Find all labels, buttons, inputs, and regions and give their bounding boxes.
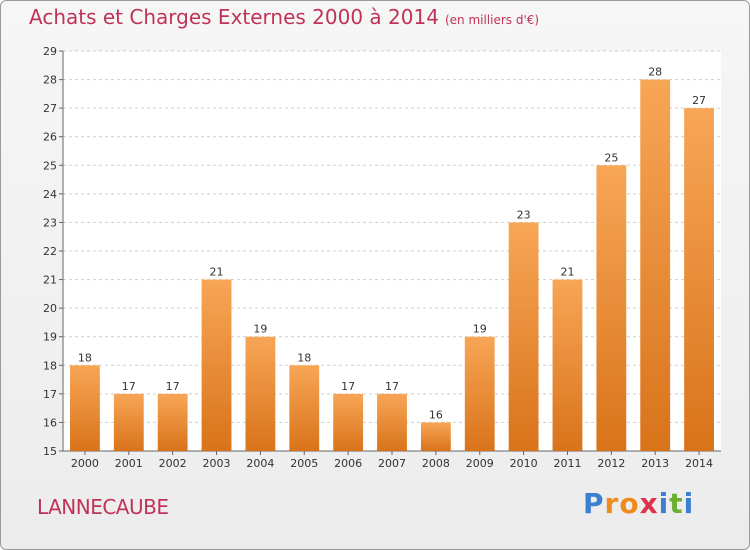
logo-letter: i xyxy=(683,487,695,520)
bar xyxy=(157,393,188,451)
bar-value-label: 21 xyxy=(210,266,224,279)
x-tick-label: 2013 xyxy=(641,457,669,470)
bar xyxy=(377,393,407,451)
proxiti-logo: Proxiti xyxy=(583,487,694,520)
bar xyxy=(245,336,276,451)
bar-value-label: 28 xyxy=(648,66,662,79)
subtitle-text: (en milliers d'€) xyxy=(444,13,540,27)
y-tick-label: 28 xyxy=(43,74,57,87)
bar xyxy=(201,279,232,451)
y-tick-label: 25 xyxy=(43,159,57,172)
y-tick-label: 16 xyxy=(43,416,57,429)
bar xyxy=(289,365,320,451)
x-tick-label: 2008 xyxy=(422,457,450,470)
bar xyxy=(552,279,583,451)
bar-value-label: 17 xyxy=(341,380,355,393)
x-tick-label: 2001 xyxy=(115,457,143,470)
commune-name: LANNECAUBE xyxy=(37,495,169,519)
bar xyxy=(420,422,451,451)
bar-value-label: 25 xyxy=(604,151,618,164)
bar-value-label: 19 xyxy=(253,323,267,336)
x-tick-label: 2009 xyxy=(466,457,494,470)
bar xyxy=(640,79,671,452)
y-tick-label: 15 xyxy=(43,445,57,458)
bar xyxy=(684,108,714,452)
bar-value-label: 21 xyxy=(560,266,574,279)
bar-value-label: 18 xyxy=(297,351,311,364)
y-tick-label: 21 xyxy=(43,274,57,287)
bar-value-label: 17 xyxy=(166,380,180,393)
bar-value-label: 17 xyxy=(122,380,136,393)
y-tick-label: 23 xyxy=(43,216,57,229)
x-tick-label: 2012 xyxy=(597,457,625,470)
x-tick-label: 2002 xyxy=(159,457,187,470)
bar-value-label: 27 xyxy=(692,94,706,107)
x-tick-label: 2000 xyxy=(71,457,99,470)
chart-title: Achats et Charges Externes 2000 à 2014 (e… xyxy=(29,5,539,29)
y-tick-label: 24 xyxy=(43,188,57,201)
bar-value-label: 17 xyxy=(385,380,399,393)
x-tick-label: 2005 xyxy=(290,457,318,470)
bar-value-label: 18 xyxy=(78,351,92,364)
logo-letter: i xyxy=(658,487,670,520)
x-tick-label: 2014 xyxy=(685,457,713,470)
logo-letter: r xyxy=(604,487,620,520)
y-tick-label: 27 xyxy=(43,102,57,115)
logo-letter: o xyxy=(619,487,640,520)
bar xyxy=(70,365,100,451)
y-tick-label: 19 xyxy=(43,331,57,344)
bar xyxy=(596,165,627,452)
title-text: Achats et Charges Externes 2000 à 2014 xyxy=(29,5,439,29)
y-tick-label: 22 xyxy=(43,245,57,258)
bar xyxy=(333,393,364,451)
bar-value-label: 16 xyxy=(429,408,443,421)
bar xyxy=(464,336,495,451)
bar xyxy=(113,393,144,451)
y-tick-label: 17 xyxy=(43,388,57,401)
logo-letter: P xyxy=(583,487,605,520)
y-tick-label: 20 xyxy=(43,302,57,315)
x-tick-label: 2006 xyxy=(334,457,362,470)
x-tick-label: 2010 xyxy=(510,457,538,470)
bar-value-label: 23 xyxy=(517,208,531,221)
bar xyxy=(508,222,539,451)
bar-value-label: 19 xyxy=(473,323,487,336)
logo-letter: x xyxy=(639,487,659,520)
x-tick-label: 2007 xyxy=(378,457,406,470)
logo-letter: t xyxy=(669,487,684,520)
x-tick-label: 2011 xyxy=(553,457,581,470)
y-tick-label: 18 xyxy=(43,359,57,372)
y-tick-label: 29 xyxy=(43,45,57,58)
y-tick-label: 26 xyxy=(43,131,57,144)
x-tick-label: 2003 xyxy=(203,457,231,470)
x-tick-label: 2004 xyxy=(246,457,274,470)
